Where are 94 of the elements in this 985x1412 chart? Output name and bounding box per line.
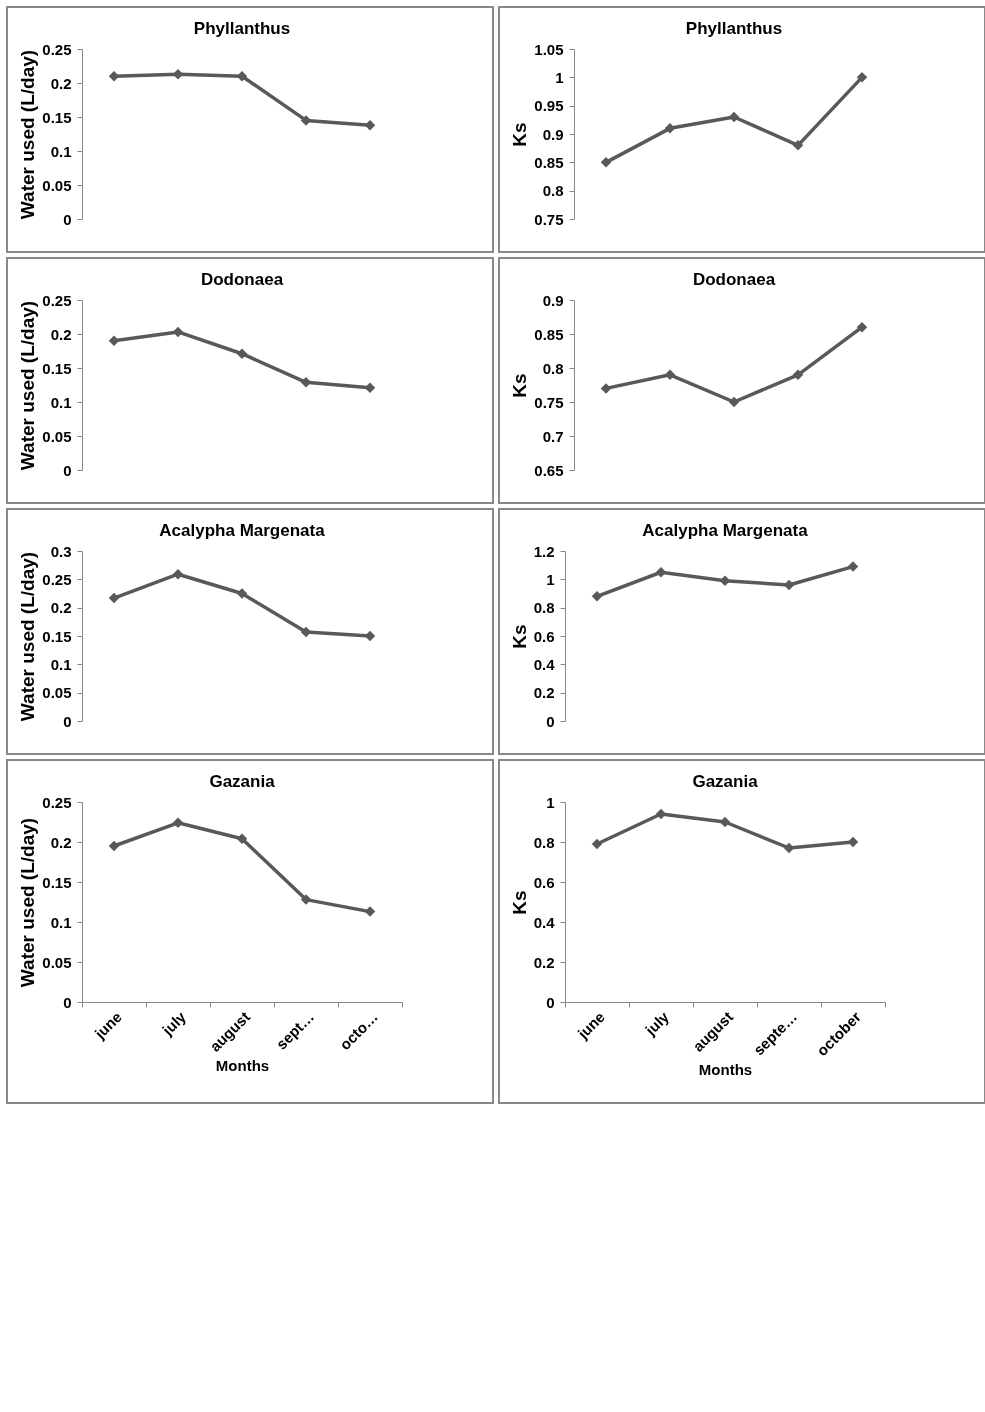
point [591, 591, 603, 602]
y-axis-title: Ks [508, 624, 530, 649]
y-tick-label: 0.7 [542, 427, 564, 445]
y-tick-label: 1 [555, 68, 564, 86]
y-tick-label: 0.15 [42, 359, 72, 377]
y-tick-label: 0 [63, 210, 72, 228]
y-tick-label: 0.1 [50, 655, 72, 673]
point [108, 592, 120, 604]
chart-title: Phyllanthus [685, 19, 783, 38]
y-tick-label: 0.05 [42, 176, 72, 194]
chart-title: Gazania [692, 772, 759, 791]
y-axis-title: Water used (L/day) [17, 300, 39, 471]
y-tick-label: 0.8 [542, 359, 564, 377]
point [300, 894, 312, 905]
y-tick-label: 0.8 [542, 182, 564, 200]
y-tick-label: 0.3 [50, 542, 72, 560]
y-tick-label: 0.2 [533, 953, 555, 971]
y-tick-label: 0.25 [42, 793, 72, 811]
x-axis-title: Months [215, 1056, 270, 1074]
point [172, 568, 184, 580]
y-axis-title: Ks [508, 890, 530, 915]
y-axis-title: Water used (L/day) [17, 551, 39, 722]
y-tick-label: 1 [546, 793, 555, 811]
y-axis-title: Water used (L/day) [17, 817, 39, 988]
point [600, 157, 612, 168]
y-tick-label: 1 [546, 570, 555, 588]
chart-title: Dodonaea [692, 270, 776, 289]
y-tick-label: 0.25 [42, 40, 72, 58]
y-tick-label: 0.2 [50, 74, 72, 92]
chart-title: Gazania [209, 772, 276, 791]
y-tick-label: 0 [63, 461, 72, 479]
y-axis-title: Ks [509, 122, 531, 147]
chart-title: Acalypha Margenata [642, 521, 809, 540]
y-tick-label: 0.05 [42, 684, 72, 702]
point [719, 575, 731, 586]
y-tick-label: 0 [546, 712, 555, 730]
y-tick-label: 0.05 [42, 427, 72, 445]
y-tick-label: 0.75 [534, 393, 564, 411]
y-tick-label: 0.65 [534, 461, 564, 479]
point [655, 567, 667, 578]
y-tick-label: 0.8 [533, 599, 555, 617]
x-axis-title: Months [698, 1061, 753, 1078]
y-tick-label: 0.15 [42, 627, 72, 645]
point [792, 140, 804, 151]
point [728, 396, 740, 408]
y-tick-label: 0.15 [42, 108, 72, 126]
point [364, 119, 376, 131]
y-tick-label: 0.85 [534, 153, 564, 171]
point [236, 348, 248, 359]
y-tick-label: 0.2 [50, 325, 72, 343]
y-tick-label: 0.15 [42, 873, 72, 891]
point [591, 838, 603, 850]
point [856, 321, 868, 333]
point [664, 369, 676, 381]
y-tick-label: 0.1 [50, 393, 72, 411]
y-axis-title: Ks [509, 373, 531, 398]
y-tick-label: 0.85 [534, 325, 564, 343]
y-tick-label: 0 [546, 993, 555, 1011]
y-tick-label: 1.05 [534, 40, 564, 58]
y-tick-label: 0.25 [42, 291, 72, 309]
y-tick-label: 0.1 [50, 142, 72, 160]
y-tick-label: 0.8 [533, 833, 555, 851]
y-tick-label: 0.2 [533, 684, 555, 702]
point [856, 72, 868, 83]
y-tick-label: 0 [63, 712, 72, 730]
y-tick-label: 0.1 [50, 913, 72, 931]
point [108, 335, 120, 347]
point [236, 588, 248, 599]
point [792, 369, 804, 381]
point [108, 840, 120, 852]
point [172, 817, 184, 829]
y-tick-label: 0.9 [542, 125, 564, 143]
y-tick-label: 0 [63, 993, 72, 1011]
y-tick-label: 0.6 [533, 873, 555, 891]
chart-title: Acalypha Margenata [159, 521, 326, 540]
point [364, 906, 376, 917]
chart-title: Dodonaea [200, 270, 284, 289]
y-tick-label: 0.05 [42, 953, 72, 971]
point [600, 383, 612, 394]
y-tick-label: 1.2 [533, 542, 555, 560]
y-tick-label: 0.25 [42, 570, 72, 588]
y-tick-label: 0.2 [50, 833, 72, 851]
y-tick-label: 0.75 [534, 210, 564, 228]
y-tick-label: 0.95 [534, 97, 564, 115]
y-tick-label: 0.2 [50, 599, 72, 617]
point [236, 833, 248, 845]
y-tick-label: 0.4 [533, 913, 556, 931]
y-tick-label: 0.6 [533, 627, 555, 645]
point [664, 123, 676, 134]
y-tick-label: 0.9 [542, 291, 564, 309]
chart-title: Phyllanthus [193, 19, 291, 38]
y-axis-title: Water used (L/day) [17, 49, 39, 220]
y-tick-label: 0.4 [533, 655, 556, 673]
point [847, 561, 859, 572]
